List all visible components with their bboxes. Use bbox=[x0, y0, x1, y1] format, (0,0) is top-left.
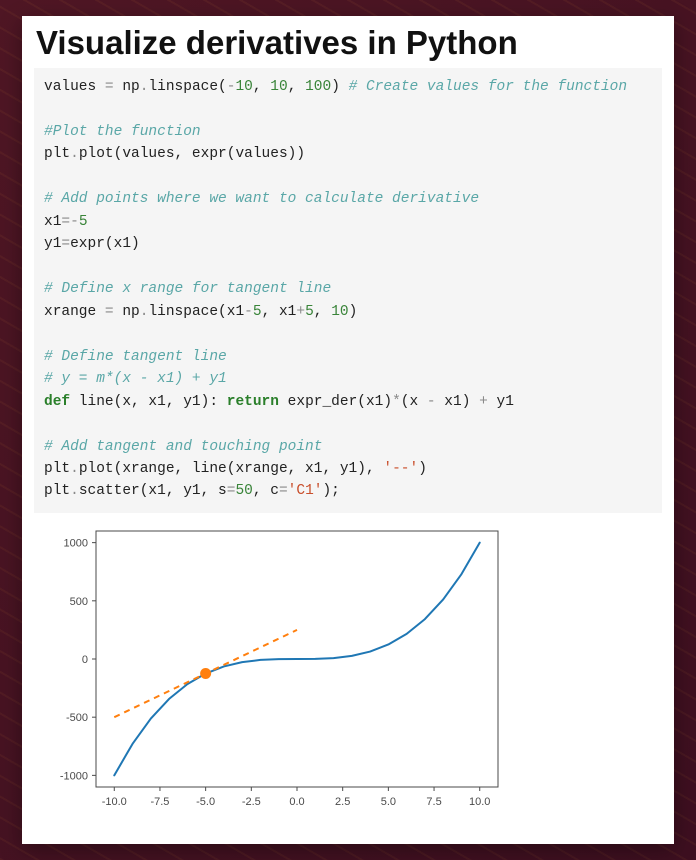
page-title: Visualize derivatives in Python bbox=[36, 24, 674, 62]
svg-text:-500: -500 bbox=[66, 712, 88, 724]
code-line: y1=expr(x1) bbox=[44, 236, 140, 252]
code-line: plt.plot(xrange, line(xrange, x1, y1), '… bbox=[44, 461, 427, 477]
code-line: #Plot the function bbox=[44, 124, 201, 140]
svg-text:0.0: 0.0 bbox=[289, 796, 304, 808]
code-line: plt.plot(values, expr(values)) bbox=[44, 146, 305, 162]
svg-text:-5.0: -5.0 bbox=[196, 796, 215, 808]
code-line: def line(x, x1, y1): return expr_der(x1)… bbox=[44, 394, 514, 410]
svg-text:5.0: 5.0 bbox=[381, 796, 396, 808]
svg-text:500: 500 bbox=[70, 596, 88, 608]
code-line: values = np.linspace(-10, 10, 100) # Cre… bbox=[44, 79, 627, 95]
svg-text:-1000: -1000 bbox=[60, 770, 88, 782]
svg-text:1000: 1000 bbox=[64, 538, 88, 550]
code-line: plt.scatter(x1, y1, s=50, c='C1'); bbox=[44, 483, 340, 499]
code-line: # y = m*(x - x1) + y1 bbox=[44, 371, 227, 387]
svg-text:2.5: 2.5 bbox=[335, 796, 350, 808]
code-line: # Add points where we want to calculate … bbox=[44, 191, 479, 207]
code-line: # Add tangent and touching point bbox=[44, 439, 322, 455]
svg-text:-2.5: -2.5 bbox=[242, 796, 261, 808]
code-line: # Define x range for tangent line bbox=[44, 281, 331, 297]
svg-text:0: 0 bbox=[82, 654, 88, 666]
code-line: # Define tangent line bbox=[44, 349, 227, 365]
code-line: x1=-5 bbox=[44, 214, 88, 230]
svg-text:-7.5: -7.5 bbox=[150, 796, 169, 808]
code-line: xrange = np.linspace(x1-5, x1+5, 10) bbox=[44, 304, 357, 320]
svg-text:-10.0: -10.0 bbox=[102, 796, 127, 808]
chart-svg: -1000 -500 0 500 1000 -10.0 -7.5 -5.0 -2.5 0.0 2.5… bbox=[34, 523, 514, 823]
svg-text:7.5: 7.5 bbox=[426, 796, 441, 808]
code-block: values = np.linspace(-10, 10, 100) # Cre… bbox=[34, 68, 662, 513]
plot-output: -1000 -500 0 500 1000 -10.0 -7.5 -5.0 -2.5 0.0 2.5… bbox=[34, 523, 662, 823]
svg-text:10.0: 10.0 bbox=[469, 796, 490, 808]
content-card: Visualize derivatives in Python values =… bbox=[22, 16, 674, 844]
